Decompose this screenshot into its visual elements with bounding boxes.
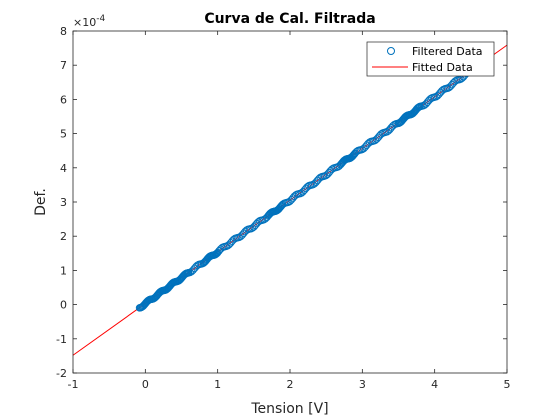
- data-point: [276, 203, 285, 211]
- y-tick-label: 6: [60, 93, 67, 106]
- y-tick-label: -1: [56, 333, 67, 346]
- x-tick-label: 1: [214, 378, 221, 391]
- x-tick-label: 4: [431, 378, 438, 391]
- x-tick-label: 0: [142, 378, 149, 391]
- data-point: [349, 152, 357, 160]
- y-exponent-power: -4: [96, 14, 105, 24]
- y-tick-label: 1: [60, 264, 67, 277]
- data-point: [184, 269, 192, 277]
- y-tick-label: 0: [60, 299, 67, 312]
- y-tick-label: 5: [60, 128, 67, 141]
- legend-label-filtered: Filtered Data: [412, 45, 483, 58]
- y-exponent-base: ×10: [73, 16, 96, 29]
- y-tick-label: 2: [60, 230, 67, 243]
- legend-marker-filtered: [387, 47, 395, 55]
- y-axis-label: Def.: [33, 188, 49, 216]
- data-point: [414, 103, 422, 112]
- data-point: [211, 250, 220, 259]
- y-tick-label: 8: [60, 25, 67, 38]
- y-tick-label: 3: [60, 196, 67, 209]
- x-tick-label: 3: [359, 378, 366, 391]
- y-tick-label: -2: [56, 367, 67, 380]
- legend: Filtered Data Fitted Data: [366, 41, 495, 77]
- x-axis-label: Tension [V]: [250, 401, 328, 417]
- filtered-data-layer: [135, 69, 471, 312]
- chart-title: Curva de Cal. Filtrada: [204, 11, 375, 27]
- y-tick-label: 7: [60, 59, 67, 72]
- legend-label-fitted: Fitted Data: [412, 61, 473, 74]
- x-tick-label: -1: [68, 378, 79, 391]
- x-tick-label: 2: [287, 378, 294, 391]
- legend-box: [366, 41, 495, 77]
- data-point: [415, 102, 424, 111]
- x-tick-label: 5: [504, 378, 511, 391]
- y-exponent-label: ×10-4: [73, 14, 105, 29]
- data-point: [213, 249, 221, 258]
- y-tick-label: 4: [60, 162, 67, 175]
- data-point: [278, 201, 286, 209]
- data-point: [350, 150, 359, 158]
- y-ticks: -2 -1 0 1 2 3 4 5 6 7 8: [56, 25, 507, 380]
- x-ticks: -1 0 1 2 3 4 5: [68, 31, 511, 391]
